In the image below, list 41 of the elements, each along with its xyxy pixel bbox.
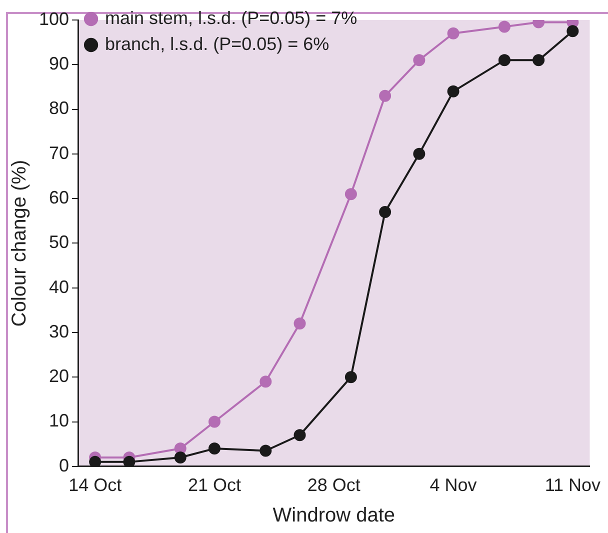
x-tick-label: 4 Nov [430,475,477,496]
point [498,20,510,33]
point [532,54,545,66]
point [379,90,392,102]
x-tick-label: 14 Oct [68,475,122,496]
y-tick-label: 0 [59,455,70,476]
point [89,456,102,466]
point [413,54,426,66]
x-tick-label: 11 Nov [544,475,601,496]
y-tick-label: 10 [49,410,70,431]
point [294,318,306,330]
point [498,54,510,66]
point [413,148,426,160]
point [260,376,272,388]
y-tick-label: 40 [49,276,70,297]
point [447,85,460,98]
x-tick-label: 21 Oct [188,475,242,496]
y-tick-label: 50 [49,232,70,252]
point [123,456,136,466]
y-tick-label: 80 [49,98,70,118]
y-tick-label: 30 [49,321,70,342]
x-tick-label: 28 Oct [307,475,360,496]
x-axis-title: Windrow date [272,504,396,527]
y-tick-label: 70 [49,142,70,163]
point [566,25,579,38]
point [174,451,186,464]
point [260,444,272,457]
point [344,188,357,200]
y-axis-title: Colour change (%) [8,160,31,327]
legend-label: branch, l.s.d. (P=0.05) = 6% [105,34,330,54]
y-tick-label: 100 [38,8,70,29]
legend-label: main stem, l.s.d. (P=0.05) = 7% [105,8,358,28]
point [344,371,357,384]
point [208,442,220,455]
y-tick-label: 60 [49,188,70,208]
y-tick-label: 20 [49,366,70,386]
point [294,429,306,442]
point [208,416,220,428]
y-tick-label: 90 [49,54,70,74]
point [379,206,392,218]
point [447,27,460,40]
